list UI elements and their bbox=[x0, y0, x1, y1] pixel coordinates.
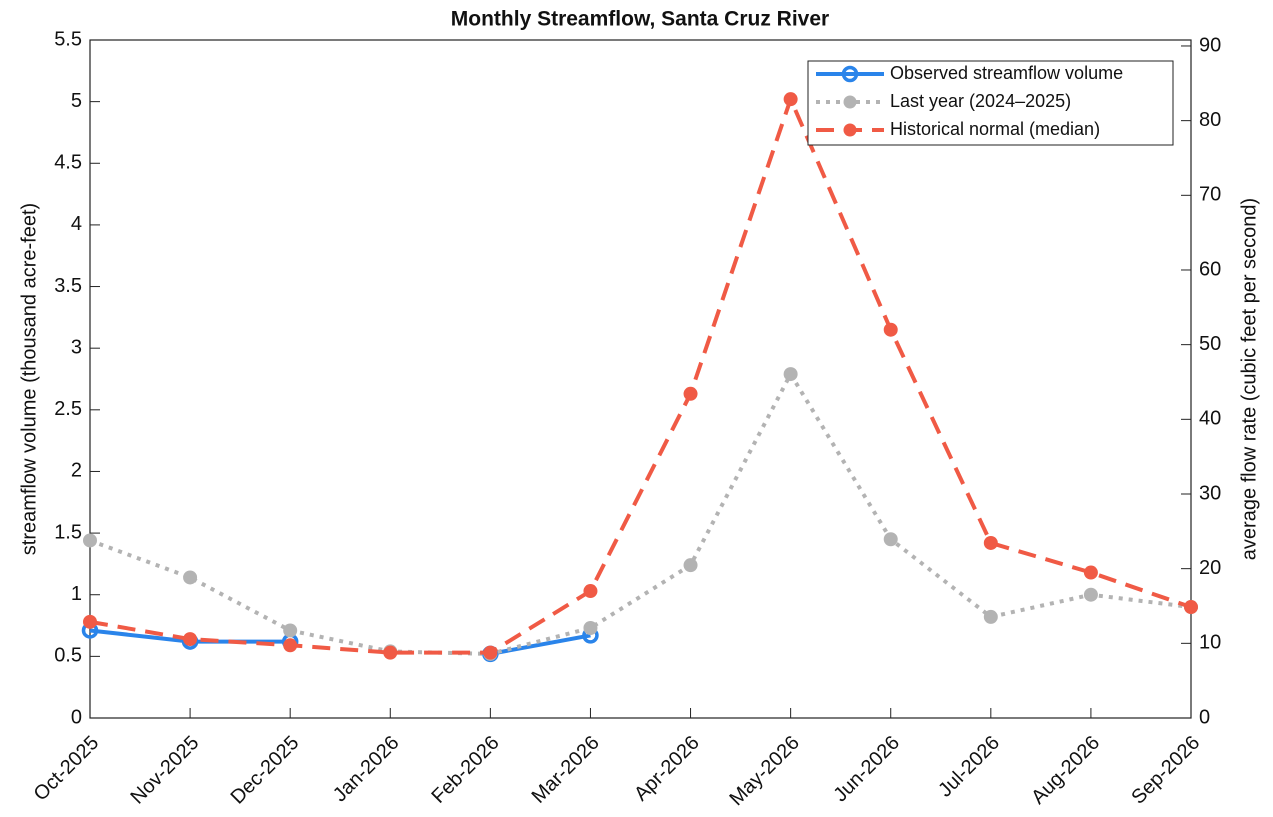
series-line bbox=[89, 93, 1192, 655]
y2-tick-label: 20 bbox=[1199, 557, 1221, 579]
y-tick-label: 0 bbox=[71, 706, 82, 728]
x-tick-label: Jun-2026 bbox=[829, 732, 904, 807]
x-tick-label: Oct-2025 bbox=[30, 732, 104, 806]
y-tick-label: 1.5 bbox=[54, 521, 82, 543]
y2-tick-label: 0 bbox=[1199, 706, 1210, 728]
y-tick-label: 2 bbox=[71, 460, 82, 482]
y2-tick-label: 40 bbox=[1199, 408, 1221, 430]
series-marker bbox=[83, 614, 97, 629]
series-line bbox=[89, 370, 1192, 656]
y-tick-label: 3.5 bbox=[54, 275, 82, 297]
y-tick-label: 5.5 bbox=[54, 28, 82, 50]
y2-tick-label: 90 bbox=[1199, 34, 1221, 56]
series-marker bbox=[983, 535, 998, 550]
y2-tick-label: 70 bbox=[1199, 184, 1221, 206]
legend-marker bbox=[843, 95, 857, 109]
series-marker bbox=[783, 367, 798, 382]
legend-marker bbox=[841, 65, 859, 83]
y-tick-label: 1 bbox=[71, 583, 82, 605]
x-tick-label: Jan-2026 bbox=[329, 732, 404, 807]
series-marker bbox=[1083, 565, 1098, 580]
series-marker bbox=[583, 621, 598, 636]
x-tick-label: Sep-2026 bbox=[1127, 732, 1204, 809]
x-tick-label: May-2026 bbox=[725, 732, 803, 810]
x-tick-label: Mar-2026 bbox=[528, 732, 604, 808]
y-tick-label: 3 bbox=[71, 336, 82, 358]
x-tick-label: Jul-2026 bbox=[934, 732, 1004, 802]
plot-frame bbox=[89, 39, 1192, 719]
y2-tick-label: 10 bbox=[1199, 632, 1221, 654]
series-marker bbox=[483, 645, 498, 660]
series-marker bbox=[183, 570, 198, 585]
series-marker bbox=[883, 322, 898, 337]
series-marker bbox=[383, 645, 398, 660]
y-tick-label: 4.5 bbox=[54, 152, 82, 174]
y2-axis-label: average flow rate (cubic feet per second… bbox=[1238, 198, 1260, 560]
series-marker bbox=[83, 533, 97, 548]
x-tick-label: Dec-2025 bbox=[227, 732, 304, 809]
y-tick-label: 5 bbox=[71, 90, 82, 112]
series-marker bbox=[1083, 587, 1098, 602]
y2-tick-label: 80 bbox=[1199, 109, 1221, 131]
series-marker bbox=[683, 386, 698, 401]
series-marker bbox=[683, 558, 698, 573]
legend-marker bbox=[843, 123, 857, 137]
y2-tick-label: 50 bbox=[1199, 333, 1221, 355]
x-tick-label: Apr-2026 bbox=[630, 732, 704, 806]
y-axis-label: streamflow volume (thousand acre-feet) bbox=[18, 203, 40, 555]
series-marker bbox=[183, 632, 198, 647]
y2-tick-label: 60 bbox=[1199, 258, 1221, 280]
y2-tick-label: 30 bbox=[1199, 482, 1221, 504]
series-marker bbox=[283, 638, 298, 653]
series-marker bbox=[783, 92, 798, 107]
chart-title: Monthly Streamflow, Santa Cruz River bbox=[451, 8, 829, 31]
series-marker bbox=[583, 584, 598, 599]
series-marker bbox=[1184, 600, 1198, 615]
y-tick-label: 0.5 bbox=[54, 645, 82, 667]
legend-label: Historical normal (median) bbox=[890, 119, 1100, 139]
series-marker bbox=[283, 623, 298, 638]
series-marker bbox=[983, 609, 998, 624]
x-tick-label: Feb-2026 bbox=[428, 732, 504, 808]
x-tick-label: Aug-2026 bbox=[1027, 732, 1104, 809]
legend-label: Last year (2024–2025) bbox=[890, 91, 1071, 111]
x-tick-label: Nov-2025 bbox=[126, 732, 203, 809]
y-tick-label: 4 bbox=[71, 213, 82, 235]
y-tick-label: 2.5 bbox=[54, 398, 82, 420]
series-marker bbox=[883, 532, 898, 547]
legend-label: Observed streamflow volume bbox=[890, 63, 1123, 83]
